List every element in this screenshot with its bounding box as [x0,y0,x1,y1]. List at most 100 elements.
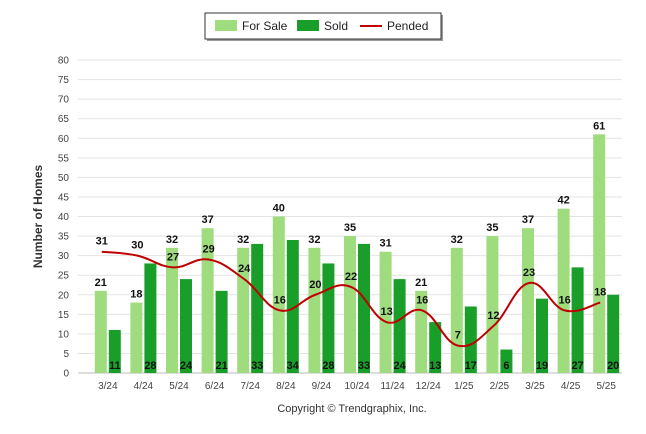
data-label-sold: 20 [607,360,619,372]
bar-sold [500,349,513,373]
y-tick-label: 55 [58,153,70,164]
data-label-for-sale: 32 [166,234,178,246]
data-label-sold: 33 [358,360,370,372]
x-tick-label: 4/25 [561,381,581,392]
y-tick-label: 70 [58,95,70,106]
data-label-sold: 17 [465,360,477,372]
bar-sold [429,322,442,373]
data-label-for-sale: 32 [451,234,463,246]
x-tick-label: 3/25 [525,381,545,392]
bar-for-sale [593,134,606,373]
bar-sold [358,243,370,373]
data-label-sold: 24 [180,360,193,372]
data-label-pended: 31 [96,236,108,248]
data-label-sold: 6 [503,360,509,372]
y-tick-label: 75 [58,75,70,86]
bar-sold [571,267,584,373]
y-tick-label: 45 [58,192,70,203]
data-label-sold: 33 [251,360,263,372]
data-label-sold: 19 [536,360,548,372]
legend-swatch-sold [297,20,319,31]
x-tick-label: 3/24 [98,381,118,392]
bar-sold [286,239,299,373]
x-tick-label: 5/24 [169,381,189,392]
data-label-pended: 12 [487,310,499,322]
data-label-sold: 28 [322,360,334,372]
data-label-pended: 20 [309,279,321,291]
legend-box [204,12,442,40]
data-label-for-sale: 42 [557,195,569,207]
bar-for-sale [237,247,250,373]
bar-for-sale [344,236,356,373]
data-label-pended: 22 [345,271,357,283]
x-tick-label: 5/25 [596,381,616,392]
data-label-sold: 13 [429,360,441,372]
data-label-sold: 11 [109,360,121,372]
bar-sold [108,329,121,373]
bar-sold [251,243,264,373]
data-label-sold: 24 [393,360,406,372]
bar-for-sale [522,228,534,373]
bar-sold [393,279,406,373]
data-label-pended: 16 [416,294,428,306]
data-label-for-sale: 35 [344,222,356,234]
pended-line [101,250,601,348]
bar-sold [215,290,228,373]
legend-label-sold: Sold [324,19,348,33]
data-label-for-sale: 37 [201,214,213,226]
y-tick-label: 20 [58,290,70,301]
data-label-pended: 18 [594,287,606,299]
legend-label-pended: Pended [387,19,428,33]
x-tick-label: 8/24 [276,381,296,392]
copyright-text: Copyright © Trendgraphix, Inc. [277,403,426,415]
x-tick-label: 1/25 [454,381,474,392]
data-label-pended: 16 [274,294,286,306]
bar-for-sale [94,290,107,373]
bar-sold [464,306,477,373]
bar-sold [536,298,548,373]
y-tick-label: 50 [58,173,70,184]
bar-for-sale [308,247,321,373]
data-label-pended: 30 [131,240,143,252]
data-label-sold: 21 [215,360,227,372]
x-tick-label: 2/25 [490,381,510,392]
data-label-pended: 24 [238,263,251,275]
data-label-pended: 29 [202,244,214,256]
y-tick-label: 60 [58,134,70,145]
data-label-for-sale: 18 [130,289,142,301]
data-label-for-sale: 21 [95,277,107,289]
data-label-for-sale: 61 [593,120,605,132]
x-tick-label: 7/24 [240,381,260,392]
bar-sold [607,294,620,373]
y-tick-label: 30 [58,251,70,262]
bar-sold [144,263,157,373]
y-tick-label: 0 [63,369,69,380]
bar-for-sale [450,247,463,373]
data-label-pended: 13 [380,306,392,318]
data-label-pended: 27 [167,251,179,263]
data-label-sold: 34 [287,360,300,372]
bar-sold [180,279,192,373]
bar-for-sale [557,208,570,373]
data-label-for-sale: 21 [415,277,427,289]
x-tick-label: 4/24 [134,381,154,392]
data-label-pended: 7 [455,330,461,342]
bar-for-sale [166,247,178,373]
bar-for-sale [486,236,499,373]
data-label-for-sale: 37 [522,214,534,226]
y-tick-label: 40 [58,212,70,223]
data-label-sold: 27 [571,360,583,372]
x-tick-label: 10/24 [344,381,369,392]
y-tick-label: 80 [58,56,70,67]
y-tick-label: 10 [58,329,70,340]
y-tick-label: 35 [58,232,70,243]
x-tick-label: 11/24 [380,381,405,392]
bar-for-sale [272,216,285,373]
y-tick-label: 25 [58,271,70,282]
bar-for-sale [201,228,214,373]
bar-for-sale [130,302,143,373]
data-label-for-sale: 35 [486,222,498,234]
x-tick-label: 12/24 [416,381,441,392]
